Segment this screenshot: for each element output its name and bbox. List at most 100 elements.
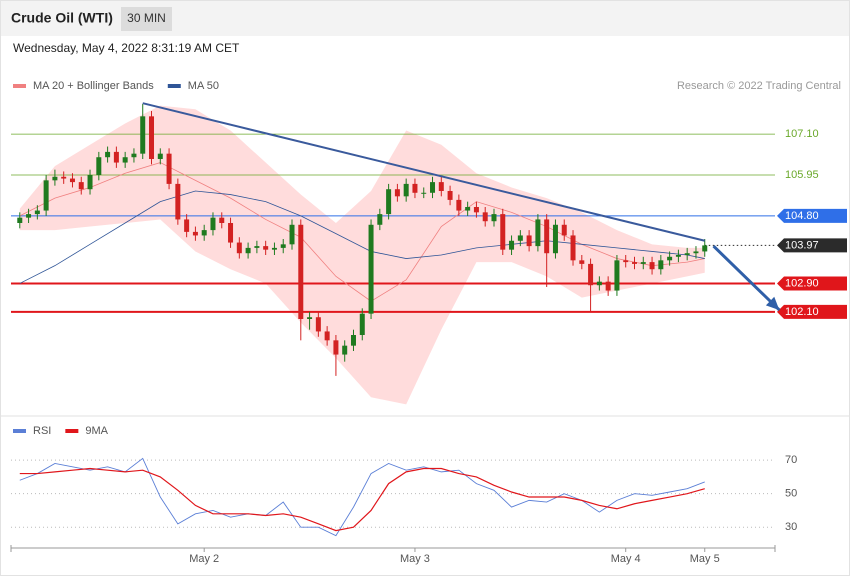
candle-body (552, 224, 558, 254)
level-label: 104.80 (785, 210, 819, 222)
candle-body (61, 176, 67, 179)
candle-body (201, 230, 207, 236)
candle-body (263, 246, 269, 250)
y-tick-label: 50 (785, 488, 797, 500)
legend-swatch (13, 429, 26, 433)
candle-body (271, 247, 277, 250)
candle-body (438, 182, 444, 191)
candle-body (526, 235, 532, 247)
candle-body (596, 281, 602, 286)
candle-body (579, 260, 585, 264)
candle-body (377, 214, 383, 225)
y-tick-label: 30 (785, 521, 797, 533)
candle-body (403, 183, 409, 197)
candle-body (342, 345, 348, 355)
credit: Research © 2022 Trading Central (677, 80, 841, 92)
candle-body (491, 214, 497, 222)
y-tick-label: 70 (785, 454, 797, 466)
candle-body (500, 214, 506, 250)
x-tick-label: May 2 (189, 553, 219, 565)
level-tag (777, 276, 847, 291)
interval-box (121, 7, 172, 31)
level-label: 102.90 (785, 277, 819, 289)
chart-title: Crude Oil (WTI) (11, 10, 113, 26)
x-tick-label: May 3 (400, 553, 430, 565)
candle-body (315, 317, 321, 332)
candle-body (386, 189, 392, 215)
level-label: 103.97 (785, 239, 819, 251)
candle-body (482, 212, 488, 222)
candle-body (465, 207, 471, 211)
candle-body (157, 153, 163, 159)
x-tick-label: May 4 (611, 553, 641, 565)
candle-body (623, 260, 629, 263)
candle-body (245, 247, 251, 254)
candle-body (122, 157, 128, 163)
candle-body (368, 224, 374, 314)
candle-body (509, 240, 515, 250)
interval: 30 MIN (127, 11, 166, 25)
candle-body (131, 153, 137, 158)
candle-body (184, 219, 190, 232)
legend-label: MA 20 + Bollinger Bands (33, 80, 154, 92)
candle-body (561, 224, 567, 236)
x-tick-label: May 5 (690, 553, 720, 565)
series-line (19, 457, 705, 537)
candle-body (693, 251, 699, 254)
candle-body (289, 224, 295, 245)
candle-body (544, 219, 550, 254)
candle-body (631, 262, 637, 264)
legend-label: 9MA (85, 425, 108, 437)
candle-body (307, 317, 313, 319)
legend-swatch (13, 84, 26, 88)
arrow-head (765, 296, 780, 311)
candle-body (219, 217, 225, 223)
candle-body (254, 246, 260, 248)
candle-body (447, 191, 453, 200)
candle-body (298, 224, 304, 319)
legend-swatch (65, 429, 79, 433)
legend-swatch (167, 84, 181, 88)
level-label: 102.10 (785, 306, 819, 318)
candle-body (324, 331, 330, 341)
candle-body (69, 178, 75, 183)
candle-body (34, 210, 40, 215)
forecast-arrow (712, 245, 781, 312)
candle-body (140, 116, 146, 154)
candle-body (236, 242, 242, 254)
candle-body (570, 235, 576, 261)
candle-body (535, 219, 541, 247)
timestamp: Wednesday, May 4, 2022 8:31:19 AM CET (13, 41, 240, 55)
candle-body (684, 253, 690, 255)
level-tag (777, 208, 847, 223)
candle-body (473, 207, 479, 213)
candle-body (52, 176, 58, 181)
legend-label: MA 50 (188, 80, 219, 92)
candle-body (640, 262, 646, 264)
series-line (19, 467, 705, 532)
candle-body (17, 217, 23, 223)
candle-body (517, 235, 523, 241)
candle-body (149, 116, 155, 159)
candle-body (421, 192, 427, 194)
candle-body (350, 335, 356, 346)
candle-body (280, 244, 286, 248)
candle-body (43, 180, 49, 211)
candle-body (394, 189, 400, 197)
candle-body (113, 151, 119, 163)
candle-body (675, 255, 681, 257)
candle-body (26, 214, 32, 218)
level-label: 105.95 (785, 169, 819, 181)
candle-body (667, 256, 673, 261)
candle-body (210, 217, 216, 231)
candle-body (430, 182, 436, 193)
candle-body (175, 183, 181, 220)
candle-body (333, 340, 339, 355)
candle-body (228, 223, 234, 243)
level-tag (777, 304, 847, 319)
candle-body (359, 313, 365, 335)
legend-label: RSI (33, 425, 51, 437)
candle-body (605, 281, 611, 291)
